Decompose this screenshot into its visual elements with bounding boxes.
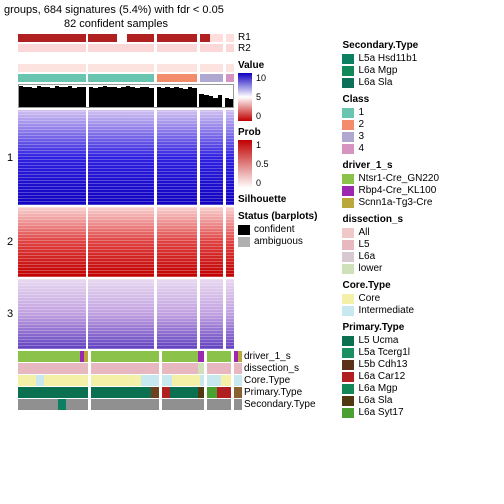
legend-item: L6a Sla bbox=[342, 77, 500, 88]
heatmap-area: 123 driver_1_sdissection_sCore.TypePrima… bbox=[18, 34, 234, 411]
legend-item: L5a Tcerg1l bbox=[342, 347, 500, 358]
legend-item: L5b Cdh13 bbox=[342, 359, 500, 370]
legend-item: L6a Sla bbox=[342, 395, 500, 406]
legend-title: Primary.Type bbox=[342, 322, 500, 333]
legend-item: Scnn1a-Tg3-Cre bbox=[342, 197, 500, 208]
legend-item: L5 bbox=[342, 239, 500, 250]
legend-item: lower bbox=[342, 263, 500, 274]
legend-item: L5 Ucma bbox=[342, 335, 500, 346]
legend-item: L6a bbox=[342, 251, 500, 262]
top-annotation-tracks bbox=[18, 34, 234, 82]
legend-item: 3 bbox=[342, 131, 500, 142]
bottom-track-label: Core.Type bbox=[242, 375, 316, 387]
bottom-track-label: Primary.Type bbox=[242, 387, 316, 399]
title-line-2: 82 confident samples bbox=[64, 18, 500, 30]
bottom-track-label: Secondary.Type bbox=[242, 399, 316, 411]
legend-title: Status (barplots) bbox=[238, 211, 336, 222]
legend-item: Core bbox=[342, 293, 500, 304]
legend-item: Ntsr1-Cre_GN220 bbox=[342, 173, 500, 184]
row-group-label: 2 bbox=[4, 236, 16, 248]
legend-item: L6a Mgp bbox=[342, 383, 500, 394]
main-heatmap: 123 bbox=[18, 110, 234, 349]
legend-title: dissection_s bbox=[342, 214, 500, 225]
legend-title: Silhouette bbox=[238, 194, 336, 205]
legend-item: L6a Car12 bbox=[342, 371, 500, 382]
bottom-annotation-tracks: driver_1_sdissection_sCore.TypePrimary.T… bbox=[18, 351, 234, 411]
right-legends: Secondary.TypeL5a Hsd11b1L6a MgpL6a SlaC… bbox=[336, 34, 500, 419]
legend-title: Secondary.Type bbox=[342, 40, 500, 51]
title-line-1: groups, 684 signatures (5.4%) with fdr <… bbox=[4, 4, 500, 16]
bottom-track-label: driver_1_s bbox=[242, 351, 316, 363]
legend-item: Intermediate bbox=[342, 305, 500, 316]
legend-title: Value bbox=[238, 60, 336, 71]
legend-item: L5a Hsd11b1 bbox=[342, 53, 500, 64]
row-group-label: 3 bbox=[4, 308, 16, 320]
legend-item: 2 bbox=[342, 119, 500, 130]
legend-title: Prob bbox=[238, 127, 336, 138]
row-group-label: 1 bbox=[4, 152, 16, 164]
legend-title: driver_1_s bbox=[342, 160, 500, 171]
bottom-track-label: dissection_s bbox=[242, 363, 316, 375]
legend-title: Class bbox=[342, 94, 500, 105]
legend-item: L6a Mgp bbox=[342, 65, 500, 76]
legend-item: 1 bbox=[342, 107, 500, 118]
legend-title: Core.Type bbox=[342, 280, 500, 291]
silhouette-barplot bbox=[18, 84, 234, 108]
legend-item: 4 bbox=[342, 143, 500, 154]
legend-item: L6a Syt17 bbox=[342, 407, 500, 418]
legend-item: Rbp4-Cre_KL100 bbox=[342, 185, 500, 196]
legend-item: All bbox=[342, 227, 500, 238]
